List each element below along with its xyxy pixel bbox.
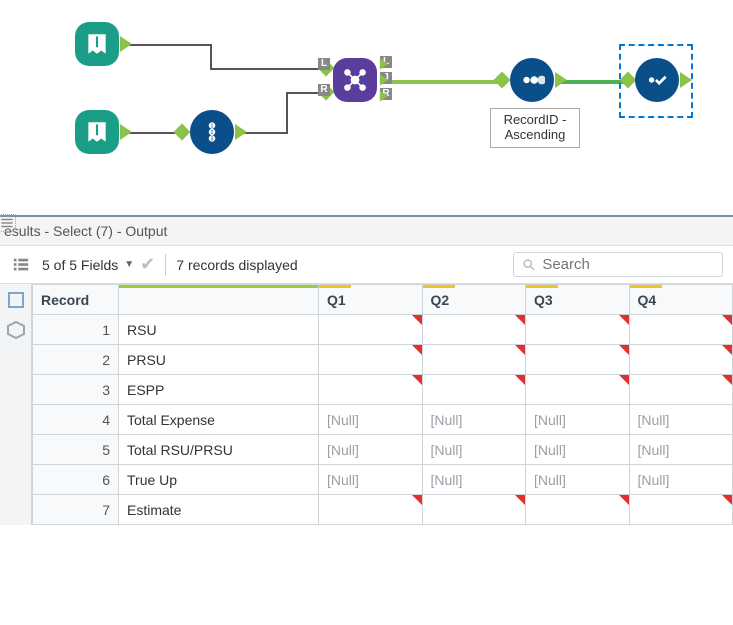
cell: [Null] (629, 405, 733, 435)
cell (422, 345, 526, 375)
menu-icon[interactable] (0, 214, 16, 232)
row-name: Estimate (119, 495, 319, 525)
row-name: PRSU (119, 345, 319, 375)
cell (526, 375, 630, 405)
square-icon (8, 292, 24, 308)
sort-tool[interactable] (510, 58, 554, 102)
join-tool[interactable] (333, 58, 377, 102)
sort-tool-label: RecordID -Ascending (490, 108, 580, 148)
row-number: 4 (33, 405, 119, 435)
svg-text:2: 2 (210, 130, 213, 136)
table-row[interactable]: 5Total RSU/PRSU[Null][Null][Null][Null] (33, 435, 733, 465)
input-tool-2[interactable] (75, 110, 119, 154)
cell: [Null] (526, 465, 630, 495)
search-input[interactable] (542, 256, 714, 273)
col-q2[interactable]: Q2 (422, 285, 526, 315)
col-name[interactable] (119, 285, 319, 315)
records-count: 7 records displayed (176, 257, 297, 273)
cell (629, 495, 733, 525)
cell (422, 315, 526, 345)
cell (319, 375, 423, 405)
results-header: esults - Select (7) - Output (0, 217, 733, 245)
table-row[interactable]: 6True Up[Null][Null][Null][Null] (33, 465, 733, 495)
col-q1[interactable]: Q1 (319, 285, 423, 315)
cell (629, 315, 733, 345)
row-name: RSU (119, 315, 319, 345)
cell: [Null] (319, 405, 423, 435)
svg-text:3: 3 (210, 137, 213, 143)
cell (319, 345, 423, 375)
cell: [Null] (526, 435, 630, 465)
svg-text:1: 1 (210, 124, 213, 130)
row-name: True Up (119, 465, 319, 495)
cell: [Null] (422, 405, 526, 435)
cell (422, 375, 526, 405)
search-box[interactable] (513, 252, 723, 277)
col-record[interactable]: Record (33, 285, 119, 315)
fields-dropdown-icon[interactable]: ▼ (124, 259, 134, 270)
results-toolbar: 5 of 5 Fields ▼ ✔ 7 records displayed (0, 245, 733, 284)
cell: [Null] (422, 435, 526, 465)
row-name: ESPP (119, 375, 319, 405)
cell: [Null] (629, 465, 733, 495)
row-name: Total Expense (119, 405, 319, 435)
cell (629, 375, 733, 405)
recordid-tool[interactable]: 123 (190, 110, 234, 154)
col-q4[interactable]: Q4 (629, 285, 733, 315)
cell: [Null] (319, 465, 423, 495)
table-row[interactable]: 2PRSU (33, 345, 733, 375)
row-number: 2 (33, 345, 119, 375)
list-icon[interactable] (10, 254, 32, 276)
input-tool-1[interactable] (75, 22, 119, 66)
table-row[interactable]: 7Estimate (33, 495, 733, 525)
row-number: 1 (33, 315, 119, 345)
search-icon (522, 257, 536, 273)
results-grid[interactable]: Record Q1 Q2 Q3 Q4 1RSU2PRSU3ESPP4Total … (32, 284, 733, 525)
row-name: Total RSU/PRSU (119, 435, 319, 465)
table-row[interactable]: 4Total Expense[Null][Null][Null][Null] (33, 405, 733, 435)
cell (526, 315, 630, 345)
row-number: 5 (33, 435, 119, 465)
cell (526, 345, 630, 375)
row-number: 3 (33, 375, 119, 405)
cell (319, 315, 423, 345)
cell (526, 495, 630, 525)
fields-count: 5 of 5 Fields (42, 257, 118, 273)
cell: [Null] (629, 435, 733, 465)
cell: [Null] (319, 435, 423, 465)
table-row[interactable]: 3ESPP (33, 375, 733, 405)
workflow-canvas[interactable]: 123 L R L J R RecordID -Ascending (0, 0, 733, 210)
cell (629, 345, 733, 375)
cell: [Null] (422, 465, 526, 495)
select-tool[interactable] (635, 58, 679, 102)
left-gutter (0, 284, 32, 525)
row-number: 7 (33, 495, 119, 525)
check-icon[interactable]: ✔ (140, 254, 155, 275)
results-panel: esults - Select (7) - Output 5 of 5 Fiel… (0, 215, 733, 525)
cell (319, 495, 423, 525)
col-q3[interactable]: Q3 (526, 285, 630, 315)
grid-header-row: Record Q1 Q2 Q3 Q4 (33, 285, 733, 315)
hexagon-icon[interactable] (6, 320, 26, 340)
cell (422, 495, 526, 525)
table-row[interactable]: 1RSU (33, 315, 733, 345)
row-number: 6 (33, 465, 119, 495)
cell: [Null] (526, 405, 630, 435)
